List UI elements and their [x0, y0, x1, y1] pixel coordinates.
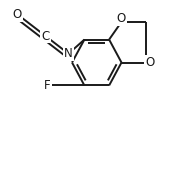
- Text: F: F: [44, 79, 51, 92]
- Text: N: N: [64, 47, 73, 60]
- Text: C: C: [41, 30, 50, 43]
- Text: O: O: [145, 56, 154, 69]
- Text: O: O: [117, 12, 126, 25]
- Text: O: O: [13, 8, 22, 21]
